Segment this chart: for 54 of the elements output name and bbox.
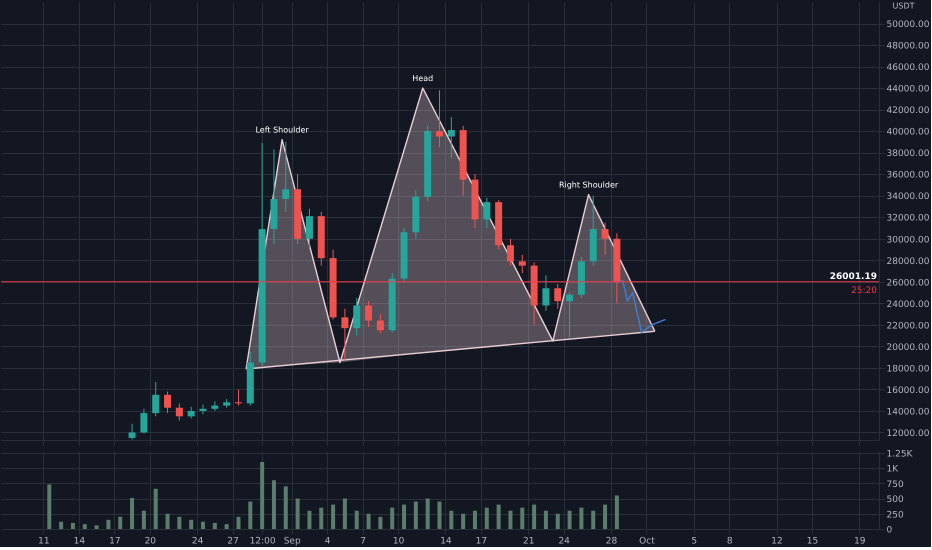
x-tick-label: 17 bbox=[109, 536, 121, 546]
y-axis-title: USDT bbox=[892, 2, 915, 10]
y-tick-label: 20000.00 bbox=[886, 342, 930, 353]
y-tick-label: 750 bbox=[886, 480, 904, 490]
y-tick-label: 14000.00 bbox=[886, 407, 930, 418]
y-tick-label: 48000.00 bbox=[886, 42, 930, 52]
y-tick-label: 30000.00 bbox=[886, 235, 930, 246]
y-tick-label: 0 bbox=[886, 526, 892, 536]
annotation: Left Shoulder bbox=[255, 126, 310, 135]
x-tick-label: 24 bbox=[192, 536, 204, 546]
y-tick-label: 16000.00 bbox=[886, 386, 930, 396]
x-tick-label: 20 bbox=[144, 536, 156, 546]
x-tick-label: 4 bbox=[324, 536, 331, 546]
y-tick-label: 34000.00 bbox=[886, 192, 930, 202]
y-tick-label: 22000.00 bbox=[886, 321, 930, 332]
y-tick-label: 18000.00 bbox=[886, 364, 930, 374]
y-tick-label: 24000.00 bbox=[886, 300, 930, 310]
x-tick-label: 24 bbox=[558, 536, 570, 546]
x-tick-label: 12 bbox=[771, 536, 783, 546]
y-tick-label: 250 bbox=[886, 510, 904, 520]
ref-line-label: 26001.19 bbox=[830, 272, 877, 282]
x-tick-label: 17 bbox=[476, 536, 488, 546]
x-tick-label: 7 bbox=[360, 536, 366, 546]
y-tick-label: 28000.00 bbox=[886, 256, 930, 267]
x-tick-label: Sep bbox=[284, 536, 301, 546]
x-tick-label: 28 bbox=[606, 536, 618, 546]
y-tick-label: 42000.00 bbox=[886, 106, 930, 116]
x-tick-label: 11 bbox=[38, 536, 50, 546]
x-tick-label: 14 bbox=[440, 536, 452, 546]
x-tick-label: 10 bbox=[392, 536, 405, 546]
annotation: 25:20 bbox=[851, 286, 878, 296]
y-tick-label: 26000.00 bbox=[886, 278, 930, 288]
y-tick-label: 1K bbox=[886, 464, 900, 475]
y-tick-label: 36000.00 bbox=[886, 170, 930, 181]
y-tick-label: 500 bbox=[886, 495, 904, 506]
y-tick-label: 32000.00 bbox=[886, 214, 930, 224]
x-tick-label: 12:00 bbox=[250, 536, 276, 546]
x-tick-label: 14 bbox=[74, 536, 86, 546]
y-tick-label: 12000.00 bbox=[886, 428, 930, 439]
y-tick-label: 50000.00 bbox=[886, 20, 930, 30]
y-tick-label: 46000.00 bbox=[886, 63, 930, 74]
y-tick-label: 44000.00 bbox=[886, 84, 930, 95]
x-tick-label: 8 bbox=[726, 536, 733, 546]
x-tick-label: 5 bbox=[691, 536, 698, 546]
y-tick-label: 1.25K bbox=[886, 449, 914, 460]
x-tick-label: 19 bbox=[854, 536, 866, 546]
x-tick-label: 27 bbox=[227, 536, 239, 546]
x-tick-label: 21 bbox=[522, 536, 534, 546]
annotation: Right Shoulder bbox=[558, 180, 619, 190]
annotation: Head bbox=[412, 74, 434, 84]
x-tick-label: Oct bbox=[639, 536, 656, 546]
y-tick-label: 38000.00 bbox=[886, 149, 930, 160]
y-tick-label: 40000.00 bbox=[886, 128, 930, 138]
x-tick-label: 15 bbox=[806, 536, 818, 546]
